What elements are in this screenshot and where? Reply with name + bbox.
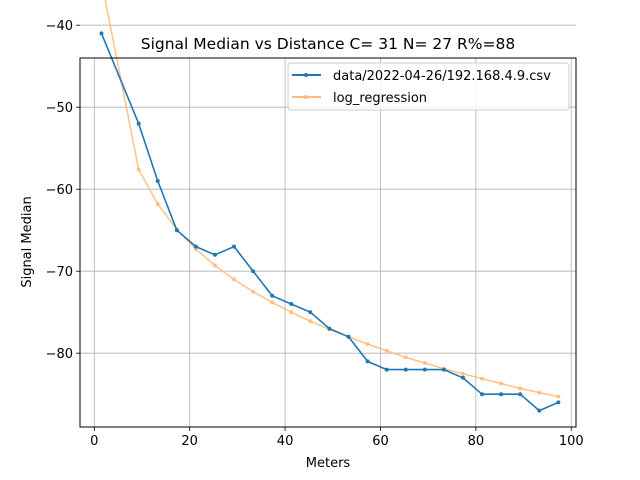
- regression-series-point: [232, 277, 237, 282]
- regression-series-point: [480, 376, 485, 381]
- legend-marker-regression: [304, 95, 308, 99]
- data-series-point: [212, 252, 217, 257]
- data-series-point: [174, 228, 179, 233]
- x-tick-label: 80: [468, 434, 485, 449]
- regression-series-point: [212, 263, 217, 268]
- y-tick-label: −40: [46, 19, 73, 34]
- regression-series-point: [251, 289, 256, 294]
- regression-series-point: [270, 300, 275, 305]
- data-series: [99, 31, 561, 413]
- data-series-point: [99, 31, 104, 36]
- legend-box: [287, 62, 570, 111]
- x-tick-label: 100: [559, 434, 584, 449]
- x-tick-label: 20: [181, 434, 198, 449]
- axis-ticks: 0 20 40 60 80 100 −40 −50 −60 −70 −80: [46, 19, 584, 449]
- regression-series-point: [537, 390, 542, 395]
- data-series-point: [480, 392, 485, 397]
- data-series-point: [403, 367, 408, 372]
- x-tick-label: 60: [372, 434, 389, 449]
- data-series-point: [308, 310, 313, 315]
- regression-series-point: [155, 201, 160, 206]
- regression-series-point: [460, 371, 465, 376]
- y-tick-label: −50: [46, 101, 73, 116]
- axes-frame: [79, 57, 577, 428]
- y-tick-label: −80: [46, 347, 73, 362]
- data-series-line: [100, 33, 559, 412]
- regression-series-point: [308, 319, 313, 324]
- regression-series-point: [499, 381, 504, 386]
- data-series-point: [365, 359, 370, 364]
- data-series-point: [441, 367, 446, 372]
- data-series-point: [232, 244, 237, 249]
- data-series-point: [499, 392, 504, 397]
- data-series-point: [518, 392, 523, 397]
- data-series-point: [136, 121, 141, 126]
- legend: data/2022-04-26/192.168.4.9.csv log_regr…: [287, 62, 570, 111]
- data-series-point: [327, 326, 332, 331]
- y-axis-label: Signal Median: [20, 196, 35, 287]
- data-series-point: [289, 302, 294, 306]
- regression-series-point: [403, 355, 408, 360]
- series-lines: [99, 0, 561, 413]
- data-series-point: [270, 293, 275, 298]
- x-axis-label: Meters: [306, 456, 351, 471]
- legend-marker-data: [304, 73, 308, 77]
- data-series-point: [384, 367, 389, 372]
- data-series-point: [193, 244, 198, 249]
- regression-series-point: [384, 348, 389, 353]
- data-series-point: [537, 408, 542, 413]
- chart-title: Signal Median vs Distance C= 31 N= 27 R%…: [141, 35, 515, 53]
- data-series-point: [422, 367, 427, 372]
- data-series-point: [556, 400, 561, 405]
- legend-label-regression: log_regression: [333, 91, 427, 106]
- x-tick-label: 40: [277, 434, 294, 449]
- data-series-point: [460, 375, 465, 380]
- regression-series-point: [136, 167, 141, 172]
- regression-series-point: [518, 386, 523, 391]
- y-tick-label: −70: [46, 265, 73, 280]
- data-series-point: [251, 269, 256, 274]
- regression-series-point: [365, 342, 370, 347]
- data-series-point: [155, 179, 160, 183]
- y-tick-label: −60: [46, 183, 73, 198]
- x-tick-label: 0: [90, 434, 98, 449]
- regression-series-point: [556, 394, 561, 399]
- regression-series-point: [422, 361, 427, 366]
- regression-series-point: [289, 310, 294, 315]
- data-series-point: [346, 334, 351, 339]
- legend-label-data: data/2022-04-26/192.168.4.9.csv: [333, 69, 551, 84]
